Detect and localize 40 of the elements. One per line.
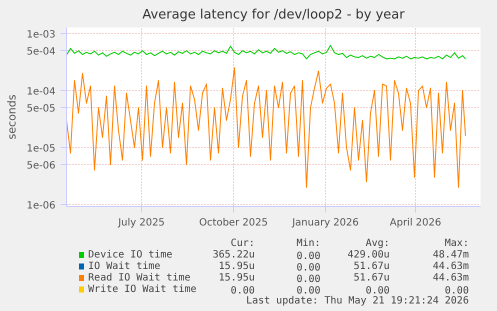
x-tick-label: January 2026 (291, 218, 359, 228)
text: Cur: (230, 238, 255, 249)
text: Last update: Thu May 21 19:21:24 2026 (246, 296, 469, 306)
legend-label: Read IO Wait time (88, 272, 191, 284)
text: 0.00 (296, 251, 321, 262)
text: 0.00 (296, 262, 321, 274)
chart-title: Average latency for /dev/loop2 - by year (142, 8, 406, 22)
x-tick-label: April 2026 (390, 218, 442, 228)
text: 51.67u (354, 261, 390, 272)
legend-label: IO Wait time (88, 261, 160, 272)
y-tick-label: 5e-06 (26, 160, 56, 172)
text: Avg: (366, 238, 390, 249)
text: Min: (296, 238, 321, 249)
line-series (66, 67, 466, 188)
legend-label: Device IO time (88, 250, 172, 260)
x-tick-label: October 2025 (199, 218, 268, 228)
text: 0.00 (296, 274, 321, 285)
text: 15.95u (218, 261, 255, 272)
x-tick-label: July 2025 (117, 218, 165, 228)
y-tick-label: 5e-04 (26, 46, 56, 58)
text: 44.63m (432, 272, 469, 284)
y-tick-label: 5e-05 (26, 104, 56, 115)
line-series (66, 44, 466, 60)
text: 0.00 (444, 286, 469, 296)
text: 15.95u (218, 272, 255, 284)
text: 51.67u (354, 272, 390, 284)
text: 365.22u (212, 250, 255, 260)
text: 44.63m (432, 261, 469, 272)
y-axis-title: seconds (6, 94, 19, 140)
text: Max: (444, 238, 469, 249)
y-tick-label: 1e-03 (26, 30, 56, 41)
y-tick-label: 1e-04 (26, 86, 56, 98)
text: 0.00 (366, 286, 390, 296)
text: 0.00 (296, 286, 321, 296)
legend-label: Write IO Wait time (88, 284, 197, 295)
text: 429.00u (348, 250, 390, 260)
text: 0.00 (230, 286, 255, 296)
y-tick-label: 1e-06 (26, 200, 56, 212)
y-tick-label: 1e-05 (26, 143, 56, 154)
text: 48.47m (432, 250, 469, 260)
